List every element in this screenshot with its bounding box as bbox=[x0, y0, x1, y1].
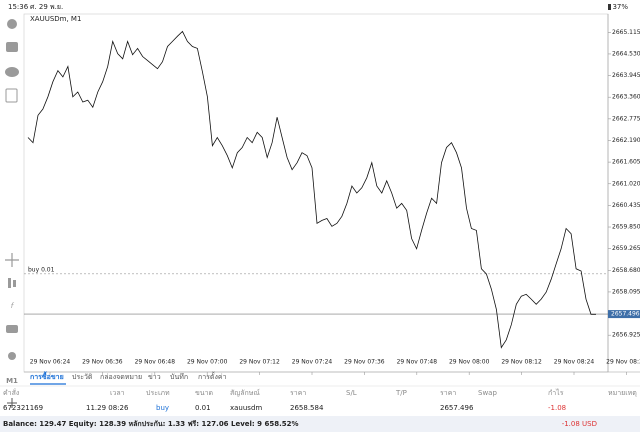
x-tick-label: 29 Nov 06:36 bbox=[82, 359, 123, 366]
column-header: หมายเหตุ bbox=[608, 389, 637, 397]
cell-current-price: 2657.496 bbox=[440, 404, 474, 412]
y-tick-label: 2664.530 bbox=[612, 50, 640, 57]
x-tick-label: 29 Nov 08:12 bbox=[501, 359, 542, 366]
summary-bar bbox=[0, 416, 640, 432]
battery: 37% bbox=[612, 3, 628, 11]
y-tick-label: 2658.680 bbox=[612, 267, 640, 274]
x-tick-label: 29 Nov 07:36 bbox=[344, 359, 385, 366]
objects-icon[interactable] bbox=[6, 325, 18, 333]
crosshair-icon[interactable] bbox=[5, 253, 19, 267]
price-tag-label: 2657.496 bbox=[611, 311, 640, 318]
cell-type: buy bbox=[156, 404, 169, 412]
status-date: ศ. 29 พ.ย. bbox=[30, 3, 63, 11]
total-profit: -1.08 USD bbox=[562, 420, 597, 428]
column-header: ขนาด bbox=[195, 389, 213, 397]
left-toolbar: f bbox=[5, 19, 19, 360]
tab[interactable]: ประวัติ bbox=[72, 373, 93, 381]
trade-icon[interactable] bbox=[6, 42, 18, 52]
column-header: S/L bbox=[346, 389, 357, 397]
x-tick-label: 29 Nov 07:00 bbox=[187, 359, 228, 366]
cell-price: 2658.584 bbox=[290, 404, 324, 412]
x-tick-label: 29 Nov 08:00 bbox=[449, 359, 490, 366]
column-header: คำสั่ง bbox=[3, 388, 19, 397]
chat-icon[interactable] bbox=[5, 67, 19, 77]
y-tick-label: 2660.435 bbox=[612, 202, 640, 209]
cell-volume: 0.01 bbox=[195, 404, 211, 412]
x-tick-label: 29 Nov 06:48 bbox=[135, 359, 176, 366]
tab[interactable]: ข่าว bbox=[148, 373, 161, 381]
tab[interactable]: กล่องจดหมาย bbox=[100, 373, 142, 381]
y-tick-label: 2659.850 bbox=[612, 224, 640, 231]
y-tick-label: 2658.095 bbox=[612, 288, 640, 295]
symbol-label: XAUUSDm, M1 bbox=[30, 15, 81, 23]
tab[interactable]: การตั้งค่า bbox=[198, 370, 227, 381]
column-header: ประเภท bbox=[146, 389, 170, 397]
x-tick-label: 29 Nov 07:48 bbox=[397, 359, 438, 366]
x-tick-label: 29 Nov 08:36 bbox=[606, 359, 640, 366]
column-header: ราคา bbox=[440, 389, 456, 397]
wifi-icon bbox=[608, 4, 611, 10]
order-label: buy 0.01 bbox=[28, 266, 55, 273]
cell-order[interactable]: 672321169 bbox=[3, 404, 43, 412]
y-tick-label: 2661.605 bbox=[612, 159, 640, 166]
x-tick-label: 29 Nov 07:12 bbox=[239, 359, 280, 366]
y-tick-label: 2663.945 bbox=[612, 72, 640, 79]
add-icon[interactable] bbox=[5, 88, 18, 103]
y-tick-label: 2659.265 bbox=[612, 245, 640, 252]
cell-profit: -1.08 bbox=[548, 404, 566, 412]
cell-time: 11.29 08:26 bbox=[86, 404, 129, 412]
column-header: Swap bbox=[478, 389, 497, 397]
y-tick-label: 2662.190 bbox=[612, 137, 640, 144]
y-tick-label: 2661.020 bbox=[612, 180, 640, 187]
indicator-icon[interactable]: f bbox=[11, 302, 15, 310]
column-header: ราคา bbox=[290, 389, 306, 397]
price-line-series bbox=[27, 30, 596, 349]
price-tag bbox=[608, 310, 640, 319]
column-header: สัญลักษณ์ bbox=[230, 389, 260, 397]
x-tick-label: 29 Nov 06:24 bbox=[30, 359, 71, 366]
x-tick-label: 29 Nov 08:24 bbox=[554, 359, 595, 366]
account-summary: Balance: 129.47 Equity: 128.39 หลักประกั… bbox=[3, 420, 298, 428]
tab[interactable]: การซื้อขาย bbox=[30, 370, 64, 381]
y-tick-label: 2662.775 bbox=[612, 115, 640, 122]
x-tick-label: 29 Nov 07:24 bbox=[292, 359, 333, 366]
settings-icon[interactable] bbox=[8, 352, 16, 360]
candles-icon[interactable] bbox=[8, 278, 11, 288]
candles-icon-2[interactable] bbox=[13, 280, 16, 287]
column-header: เวลา bbox=[110, 389, 125, 397]
y-tick-label: 2665.115 bbox=[612, 29, 640, 36]
timeframe[interactable]: M1 bbox=[6, 377, 18, 385]
add-tab[interactable] bbox=[7, 398, 17, 408]
cell-symbol: xauusdm bbox=[230, 404, 262, 412]
y-tick-label: 2663.360 bbox=[612, 94, 640, 101]
column-header: กำไร bbox=[548, 388, 564, 397]
column-header: T/P bbox=[395, 389, 407, 397]
chart-frame bbox=[23, 13, 609, 373]
status-time: 15:36 bbox=[8, 3, 29, 11]
account-icon[interactable] bbox=[7, 19, 17, 29]
y-tick-label: 2656.925 bbox=[612, 332, 640, 339]
tab[interactable]: บันทึก bbox=[170, 372, 188, 381]
